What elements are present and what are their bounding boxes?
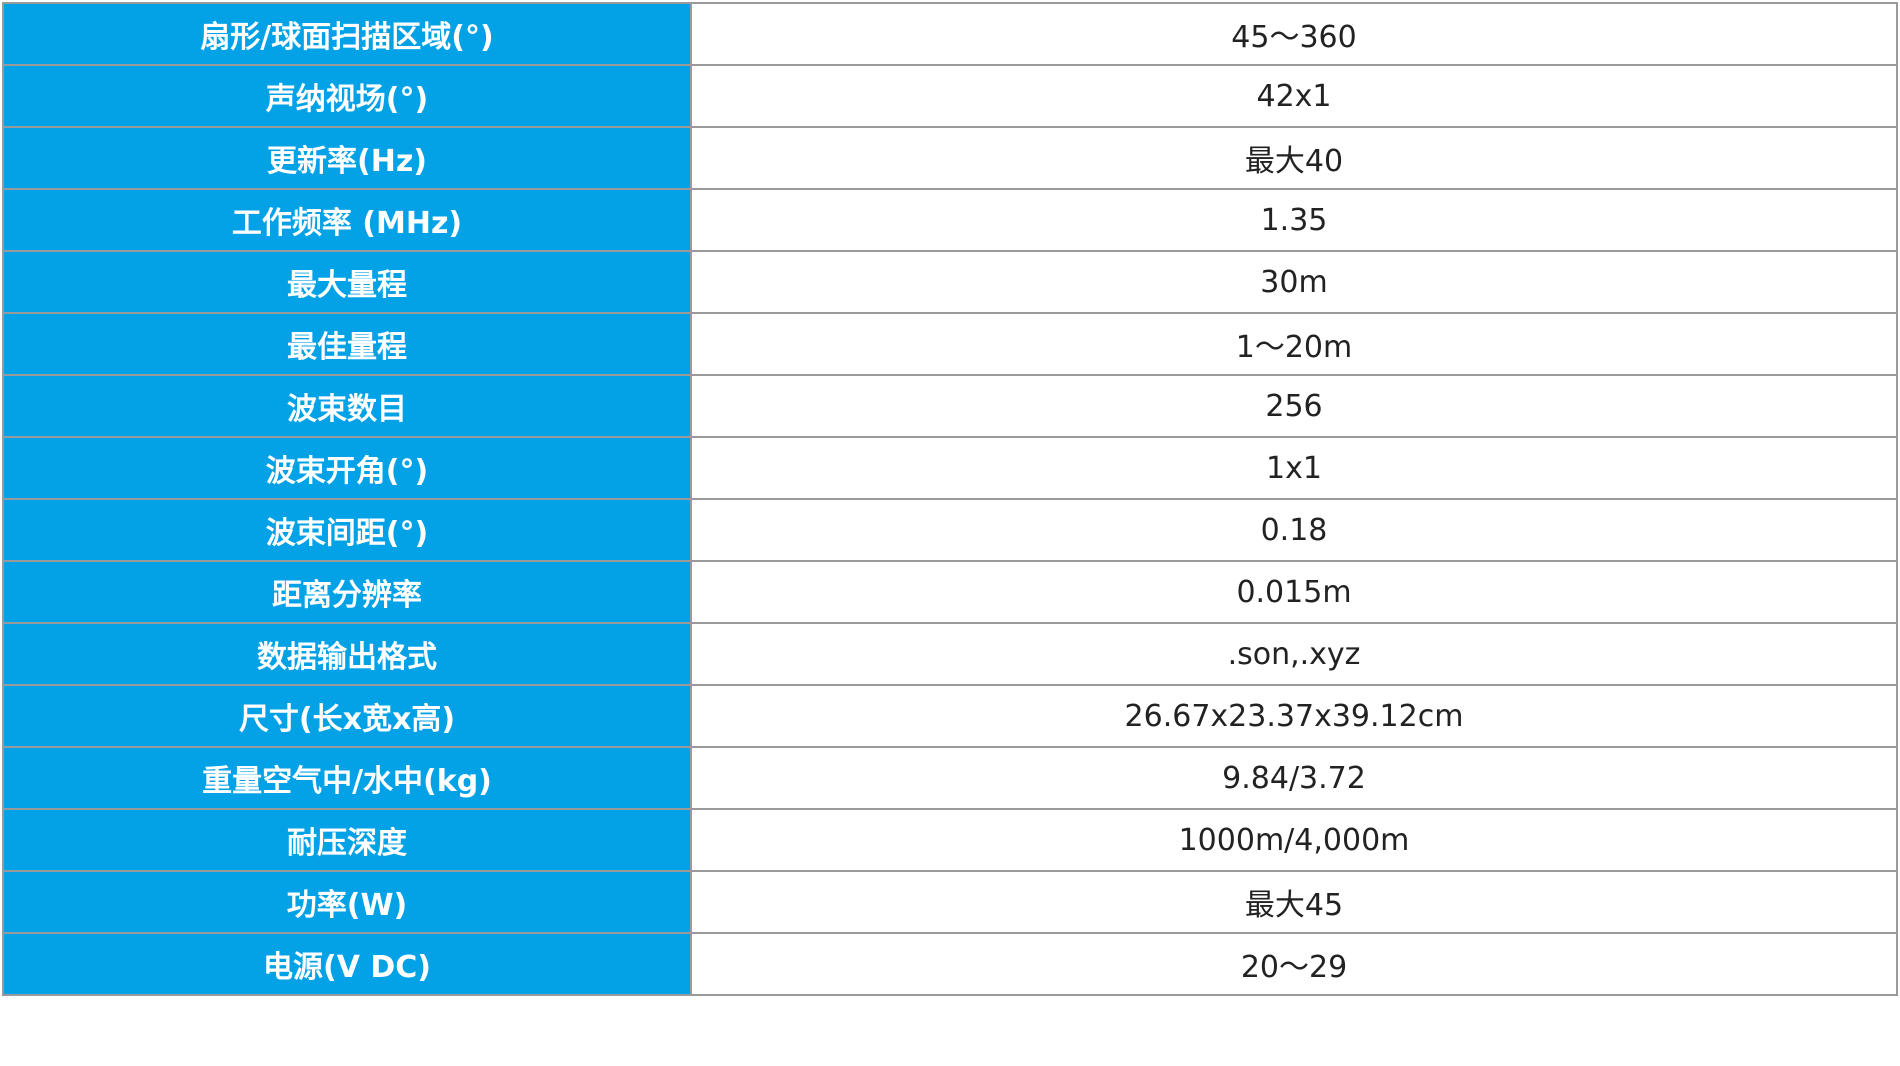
spec-value: 45～360: [690, 2, 1898, 66]
spec-row: 声纳视场(°) 42x1: [2, 64, 1898, 128]
spec-value: 1x1: [690, 436, 1898, 500]
spec-value: 42x1: [690, 64, 1898, 128]
spec-row: 更新率(Hz) 最大40: [2, 126, 1898, 190]
spec-value: 20～29: [690, 932, 1898, 996]
spec-label: 数据输出格式: [2, 622, 692, 686]
spec-row: 工作频率 (MHz) 1.35: [2, 188, 1898, 252]
spec-table: 扇形/球面扫描区域(°) 45～360 声纳视场(°) 42x1 更新率(Hz) 最大40…: [2, 2, 1898, 996]
spec-label: 波束数目: [2, 374, 692, 438]
spec-row: 最佳量程 1～20m: [2, 312, 1898, 376]
spec-label: 扇形/球面扫描区域(°): [2, 2, 692, 66]
spec-value: 256: [690, 374, 1898, 438]
spec-value: 1000m/4,000m: [690, 808, 1898, 872]
spec-row: 波束数目 256: [2, 374, 1898, 438]
spec-value: 1.35: [690, 188, 1898, 252]
spec-label: 最大量程: [2, 250, 692, 314]
spec-value: 0.015m: [690, 560, 1898, 624]
spec-row: 扇形/球面扫描区域(°) 45～360: [2, 2, 1898, 66]
spec-value: 26.67x23.37x39.12cm: [690, 684, 1898, 748]
spec-label: 尺寸(长x宽x高): [2, 684, 692, 748]
spec-label: 工作频率 (MHz): [2, 188, 692, 252]
spec-label: 电源(V DC): [2, 932, 692, 996]
spec-value: 最大40: [690, 126, 1898, 190]
spec-row: 波束间距(°) 0.18: [2, 498, 1898, 562]
spec-label: 重量空气中/水中(kg): [2, 746, 692, 810]
spec-label: 更新率(Hz): [2, 126, 692, 190]
spec-row: 功率(W) 最大45: [2, 870, 1898, 934]
spec-label: 功率(W): [2, 870, 692, 934]
spec-row: 数据输出格式 .son,.xyz: [2, 622, 1898, 686]
spec-row: 最大量程 30m: [2, 250, 1898, 314]
spec-row: 重量空气中/水中(kg) 9.84/3.72: [2, 746, 1898, 810]
spec-label: 最佳量程: [2, 312, 692, 376]
spec-label: 耐压深度: [2, 808, 692, 872]
spec-value: 1～20m: [690, 312, 1898, 376]
spec-value: 30m: [690, 250, 1898, 314]
spec-label: 波束开角(°): [2, 436, 692, 500]
spec-row: 耐压深度 1000m/4,000m: [2, 808, 1898, 872]
spec-value: 9.84/3.72: [690, 746, 1898, 810]
spec-row: 波束开角(°) 1x1: [2, 436, 1898, 500]
spec-value: 最大45: [690, 870, 1898, 934]
spec-row: 距离分辨率 0.015m: [2, 560, 1898, 624]
spec-row: 电源(V DC) 20～29: [2, 932, 1898, 996]
spec-value: 0.18: [690, 498, 1898, 562]
spec-value: .son,.xyz: [690, 622, 1898, 686]
spec-label: 距离分辨率: [2, 560, 692, 624]
spec-row: 尺寸(长x宽x高) 26.67x23.37x39.12cm: [2, 684, 1898, 748]
spec-label: 声纳视场(°): [2, 64, 692, 128]
spec-label: 波束间距(°): [2, 498, 692, 562]
